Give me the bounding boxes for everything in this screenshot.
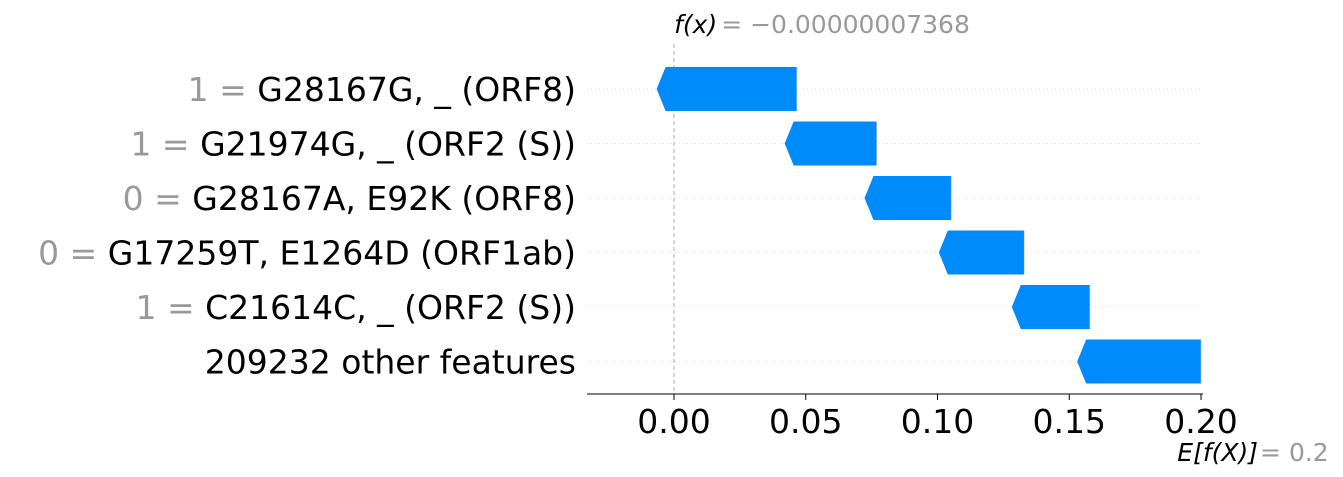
fx-value: = −0.00000007368 — [721, 10, 970, 39]
x-tick-label: 0.05 — [769, 402, 842, 441]
feature-label: 209232 other features — [205, 343, 576, 382]
feature-name: G17259T, E1264D (ORF1ab) — [108, 234, 576, 273]
feature-name: 209232 other features — [205, 343, 576, 382]
feature-name: G21974G, _ (ORF2 (S)) — [200, 125, 576, 164]
contribution-bar — [784, 121, 877, 166]
contribution-bar — [1011, 285, 1090, 329]
x-tick-label: 0.00 — [637, 402, 710, 441]
x-tick-label: 0.15 — [1033, 402, 1106, 441]
feature-value: 1 = — [136, 288, 206, 327]
feature-label: 1 = G28167G, _ (ORF8) — [188, 70, 576, 109]
feature-name: C21614C, _ (ORF2 (S)) — [205, 288, 576, 327]
contribution-bar — [656, 67, 797, 111]
contribution-bar — [864, 176, 952, 220]
feature-value: 1 = — [130, 125, 200, 164]
feature-label: 0 = G17259T, E1264D (ORF1ab) — [38, 234, 576, 273]
x-tick-label: 0.20 — [1164, 402, 1237, 441]
feature-name: G28167A, E92K (ORF8) — [192, 179, 576, 218]
x-tick-label: 0.10 — [901, 402, 974, 441]
x-axis-ticks: 0.00 0.05 0.10 0.15 0.20 — [637, 394, 1238, 441]
feature-rows: 1 = G28167G, _ (ORF8)1 = G21974G, _ (ORF… — [38, 70, 1203, 382]
contribution-bar — [938, 230, 1025, 275]
fx-annotation: f(x) = −0.00000007368 — [674, 10, 970, 39]
feature-value: 0 = — [123, 179, 193, 218]
base-value: = 0.2 — [1260, 438, 1329, 467]
contribution-bar — [1077, 339, 1201, 384]
fx-label: f(x) — [674, 10, 717, 39]
svg-text:f(x)= −0.00000007368: f(x) = −0.00000007368 — [674, 10, 970, 39]
feature-label: 1 = C21614C, _ (ORF2 (S)) — [136, 288, 577, 327]
svg-text:E[f(X)]= 0.2: E[f(X)]= 0.2 — [1177, 438, 1328, 467]
feature-label: 0 = G28167A, E92K (ORF8) — [123, 179, 576, 218]
contribution-bars — [656, 67, 1202, 384]
base-label: E[f(X)] — [1177, 438, 1258, 467]
feature-name: G28167G, _ (ORF8) — [257, 70, 576, 109]
base-value-annotation: E[f(X)]= 0.2 — [1177, 438, 1328, 467]
feature-label: 1 = G21974G, _ (ORF2 (S)) — [130, 125, 576, 164]
feature-value: 0 = — [38, 234, 108, 273]
feature-value: 1 = — [188, 70, 258, 109]
